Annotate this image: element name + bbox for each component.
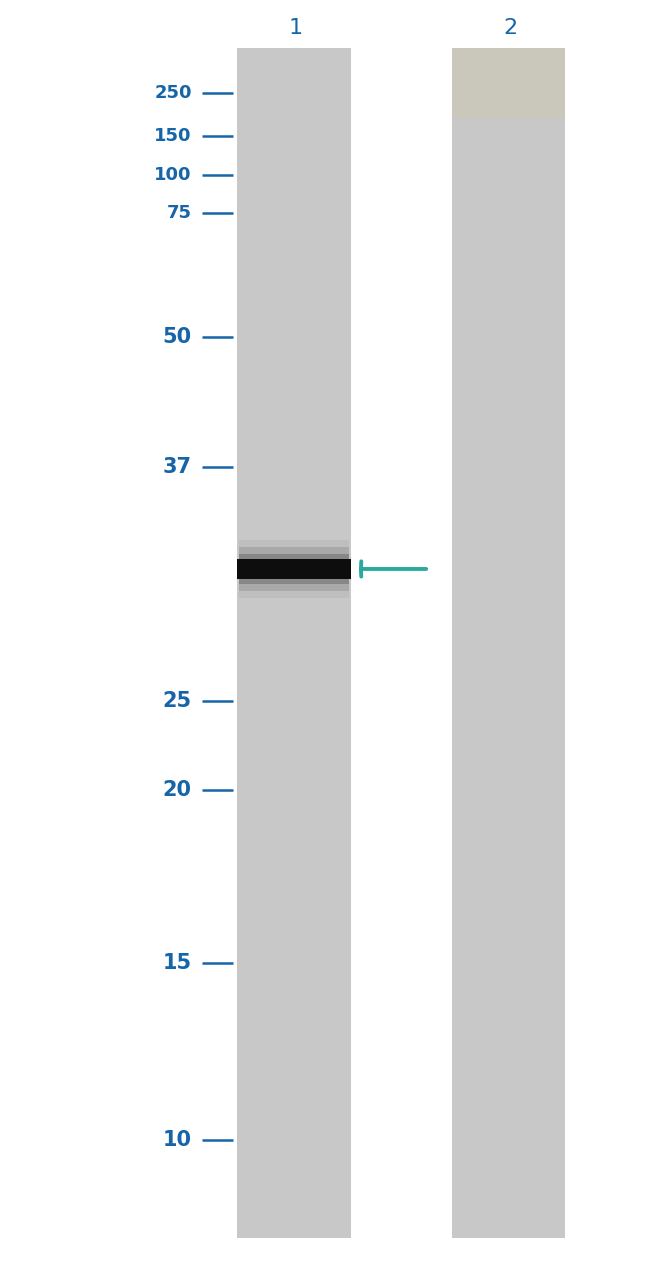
Text: 10: 10 <box>162 1130 192 1151</box>
Text: 20: 20 <box>162 780 192 800</box>
Text: 150: 150 <box>154 127 192 145</box>
Text: 250: 250 <box>154 84 192 102</box>
Text: 1: 1 <box>289 18 303 38</box>
Text: 15: 15 <box>162 952 192 973</box>
Bar <box>237 559 351 579</box>
Text: 100: 100 <box>154 166 192 184</box>
Bar <box>239 554 349 584</box>
Text: 75: 75 <box>167 204 192 222</box>
Bar <box>239 547 349 591</box>
Text: 2: 2 <box>503 18 517 38</box>
Text: 50: 50 <box>162 326 192 347</box>
Bar <box>239 540 349 598</box>
Text: 25: 25 <box>162 691 192 711</box>
Bar <box>237 48 351 1238</box>
Bar <box>452 48 566 118</box>
Bar <box>452 48 566 1238</box>
Text: 37: 37 <box>162 457 192 478</box>
